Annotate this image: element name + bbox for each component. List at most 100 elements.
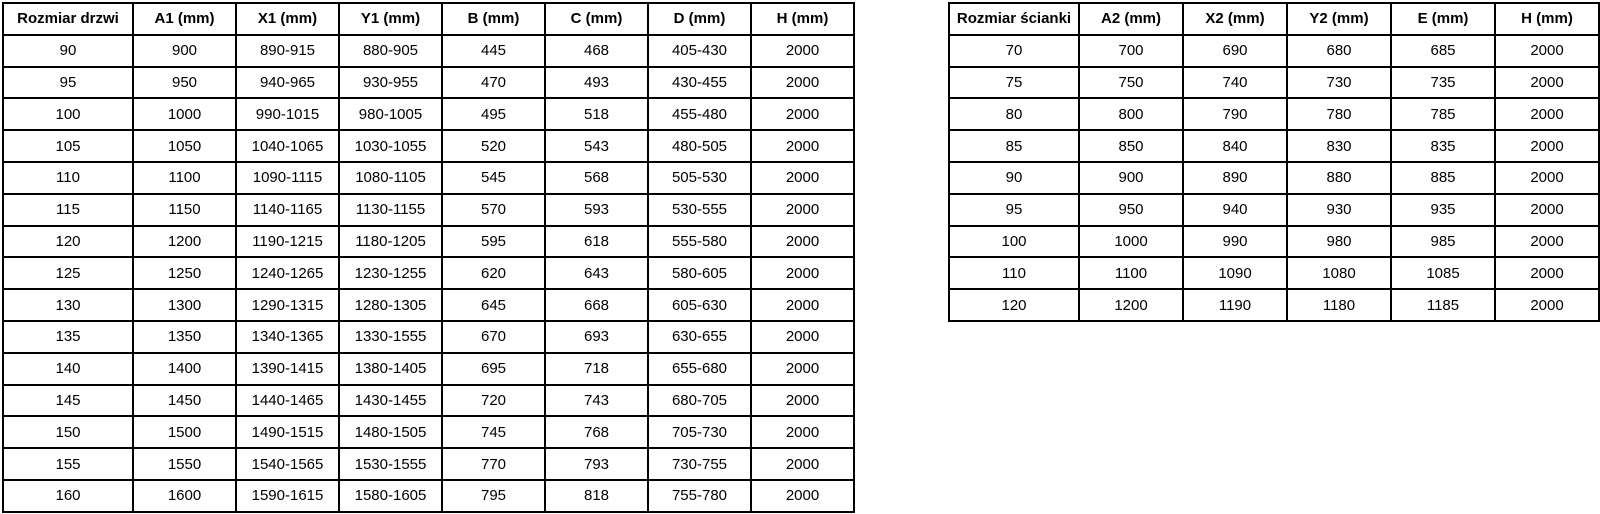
door-table-cell: 900 (132, 33, 237, 68)
door-table-cell: 680-705 (647, 383, 752, 418)
door-table-row: 125 1250 1240-1265 1230-1255 620 643 580-605 20… (2, 256, 855, 291)
wall-table-cell: 1180 (1286, 288, 1392, 322)
door-table-cell: 1180-1205 (338, 224, 443, 259)
door-table-cell: 1030-1055 (338, 129, 443, 163)
door-table-cell: 120 (2, 224, 134, 259)
door-table-cell: 818 (544, 478, 649, 513)
door-table-cell: 670 (441, 319, 546, 354)
wall-table-cell: 940 (1182, 192, 1288, 227)
door-table-cell: 793 (544, 447, 649, 481)
wall-table-cell: 750 (1078, 65, 1184, 100)
door-table-cell: 505-530 (647, 160, 752, 195)
door-table-row: 135 1350 1340-1365 1330-1555 670 693 630-655 20… (2, 319, 855, 354)
wall-column-header: X2 (mm) (1182, 2, 1288, 36)
door-table-cell: 495 (441, 97, 546, 132)
wall-table-row: 70 700 690 680 685 2000 (948, 33, 1600, 68)
door-table-cell: 2000 (750, 192, 855, 227)
wall-table-cell: 730 (1286, 65, 1392, 100)
door-table-cell: 605-630 (647, 288, 752, 322)
door-table-cell: 718 (544, 351, 649, 386)
wall-table-cell: 785 (1390, 97, 1496, 132)
door-table-cell: 2000 (750, 97, 855, 132)
door-table-cell: 1240-1265 (235, 256, 340, 291)
door-table-cell: 1600 (132, 478, 237, 513)
wall-table-header-row: Rozmiar ścianki A2 (mm) X2 (mm) Y2 (mm) E (m… (948, 2, 1600, 36)
door-table-cell: 105 (2, 129, 134, 163)
wall-table-cell: 680 (1286, 33, 1392, 68)
wall-table-cell: 1090 (1182, 256, 1288, 291)
door-table-row: 105 1050 1040-1065 1030-1055 520 543 480-505 20… (2, 129, 855, 163)
door-table-cell: 1500 (132, 415, 237, 450)
door-table-cell: 745 (441, 415, 546, 450)
door-table-cell: 595 (441, 224, 546, 259)
wall-table-cell: 2000 (1494, 256, 1600, 291)
wall-column-header: H (mm) (1494, 2, 1600, 36)
door-table-cell: 1450 (132, 383, 237, 418)
door-table-cell: 470 (441, 65, 546, 100)
door-table-cell: 890-915 (235, 33, 340, 68)
door-table-row: 160 1600 1590-1615 1580-1605 795 818 755-780 20… (2, 478, 855, 513)
wall-table-row: 95 950 940 930 935 2000 (948, 192, 1600, 227)
wall-table-cell: 700 (1078, 33, 1184, 68)
door-table-cell: 2000 (750, 351, 855, 386)
door-table-cell: 1340-1365 (235, 319, 340, 354)
door-table-cell: 990-1015 (235, 97, 340, 132)
door-table-cell: 145 (2, 383, 134, 418)
wall-column-header: A2 (mm) (1078, 2, 1184, 36)
door-table-cell: 150 (2, 415, 134, 450)
door-table-cell: 155 (2, 447, 134, 481)
door-table-cell: 568 (544, 160, 649, 195)
door-table-cell: 2000 (750, 160, 855, 195)
door-table-cell: 645 (441, 288, 546, 322)
door-table-cell: 480-505 (647, 129, 752, 163)
wall-column-header: Y2 (mm) (1286, 2, 1392, 36)
door-table-row: 145 1450 1440-1465 1430-1455 720 743 680-705 20… (2, 383, 855, 418)
wall-table-cell: 835 (1390, 129, 1496, 163)
wall-table-cell: 850 (1078, 129, 1184, 163)
door-table-cell: 620 (441, 256, 546, 291)
wall-table-cell: 95 (948, 192, 1080, 227)
wall-table-cell: 685 (1390, 33, 1496, 68)
door-table-cell: 1050 (132, 129, 237, 163)
door-table-cell: 115 (2, 192, 134, 227)
door-table-row: 140 1400 1390-1415 1380-1405 695 718 655-680 20… (2, 351, 855, 386)
door-column-header: X1 (mm) (235, 2, 340, 36)
door-table-row: 95 950 940-965 930-955 470 493 430-455 2000 (2, 65, 855, 100)
door-column-header: Y1 (mm) (338, 2, 443, 36)
door-table-cell: 668 (544, 288, 649, 322)
door-table-cell: 720 (441, 383, 546, 418)
door-dimensions-table: Rozmiar drzwi A1 (mm) X1 (mm) Y1 (mm) B (mm)… (2, 2, 855, 513)
wall-table-cell: 950 (1078, 192, 1184, 227)
wall-table-cell: 690 (1182, 33, 1288, 68)
door-table-cell: 555-580 (647, 224, 752, 259)
door-table-cell: 100 (2, 97, 134, 132)
door-table-cell: 880-905 (338, 33, 443, 68)
door-table-cell: 730-755 (647, 447, 752, 481)
door-table-cell: 1100 (132, 160, 237, 195)
wall-table-cell: 2000 (1494, 65, 1600, 100)
door-table-cell: 1000 (132, 97, 237, 132)
wall-table-cell: 2000 (1494, 97, 1600, 132)
door-table-cell: 140 (2, 351, 134, 386)
door-table-cell: 1280-1305 (338, 288, 443, 322)
door-table-cell: 2000 (750, 224, 855, 259)
door-table-cell: 743 (544, 383, 649, 418)
wall-table-row: 85 850 840 830 835 2000 (948, 129, 1600, 163)
wall-table-cell: 1080 (1286, 256, 1392, 291)
door-table-cell: 695 (441, 351, 546, 386)
wall-table-cell: 1000 (1078, 224, 1184, 259)
door-table-cell: 1200 (132, 224, 237, 259)
door-table-cell: 2000 (750, 65, 855, 100)
door-table-cell: 755-780 (647, 478, 752, 513)
door-table-row: 130 1300 1290-1315 1280-1305 645 668 605-630 20… (2, 288, 855, 322)
door-table-cell: 1590-1615 (235, 478, 340, 513)
door-table-cell: 543 (544, 129, 649, 163)
door-table-cell: 1090-1115 (235, 160, 340, 195)
door-table-cell: 1080-1105 (338, 160, 443, 195)
door-table-cell: 445 (441, 33, 546, 68)
wall-table-cell: 2000 (1494, 129, 1600, 163)
door-table-cell: 1190-1215 (235, 224, 340, 259)
wall-table-cell: 1185 (1390, 288, 1496, 322)
wall-table-cell: 840 (1182, 129, 1288, 163)
